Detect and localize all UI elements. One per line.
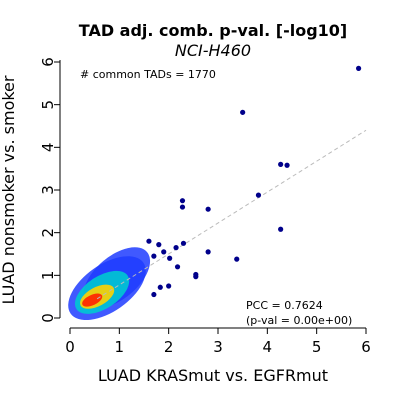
density-cloud: [68, 247, 151, 321]
x-ticks: 0 1 2 3 4 5 6: [65, 328, 371, 356]
data-point: [205, 249, 211, 255]
chart-title: TAD adj. comb. p-val. [-log10]: [79, 21, 347, 40]
x-tick-label: 2: [164, 338, 174, 356]
fit-line-group: [96, 129, 367, 300]
x-tick-label: 5: [312, 338, 322, 356]
data-point: [157, 284, 163, 290]
data-point: [167, 255, 173, 261]
data-point: [151, 291, 157, 298]
x-tick-label: 1: [115, 338, 125, 356]
density-max: [82, 293, 103, 307]
data-point: [173, 245, 179, 251]
data-point: [193, 274, 199, 280]
data-point: [234, 256, 240, 262]
data-point: [174, 264, 181, 270]
data-point: [278, 161, 284, 167]
data-point: [180, 240, 187, 246]
x-tick-label: 3: [213, 338, 223, 356]
y-tick-label: 4: [39, 143, 57, 153]
data-point: [278, 226, 284, 232]
common-tads-annotation: # common TADs = 1770: [80, 68, 216, 81]
data-point: [166, 283, 172, 289]
y-tick-label: 1: [39, 271, 57, 281]
data-point: [179, 204, 186, 210]
outlier-points: [146, 65, 362, 298]
x-axis-label: LUAD KRASmut vs. EGFRmut: [98, 366, 328, 385]
pval-annotation: (p-val = 0.00e+00): [246, 314, 352, 327]
data-point: [151, 253, 157, 259]
data-point: [284, 162, 290, 168]
y-tick-label: 2: [39, 228, 57, 238]
fit-line: [96, 129, 367, 300]
data-point: [205, 206, 211, 212]
y-tick-label: 0: [39, 313, 57, 323]
data-point: [255, 192, 262, 198]
data-point: [146, 238, 152, 244]
pcc-annotation: PCC = 0.7624: [246, 299, 323, 312]
data-point: [161, 249, 167, 255]
x-tick-label: 6: [361, 338, 371, 356]
y-tick-label: 3: [39, 185, 57, 195]
x-tick-label: 4: [263, 338, 273, 356]
data-point: [179, 198, 186, 204]
y-tick-label: 5: [39, 100, 57, 110]
y-ticks: 0 1 2 3 4 5 6: [39, 57, 60, 323]
data-point: [356, 65, 362, 71]
y-axis-label: LUAD nonsmoker vs. smoker: [0, 75, 18, 304]
y-tick-label: 6: [39, 57, 57, 67]
data-point: [156, 242, 162, 248]
x-tick-label: 0: [65, 338, 75, 356]
data-point: [240, 109, 246, 115]
chart-subtitle: NCI-H460: [175, 41, 251, 60]
